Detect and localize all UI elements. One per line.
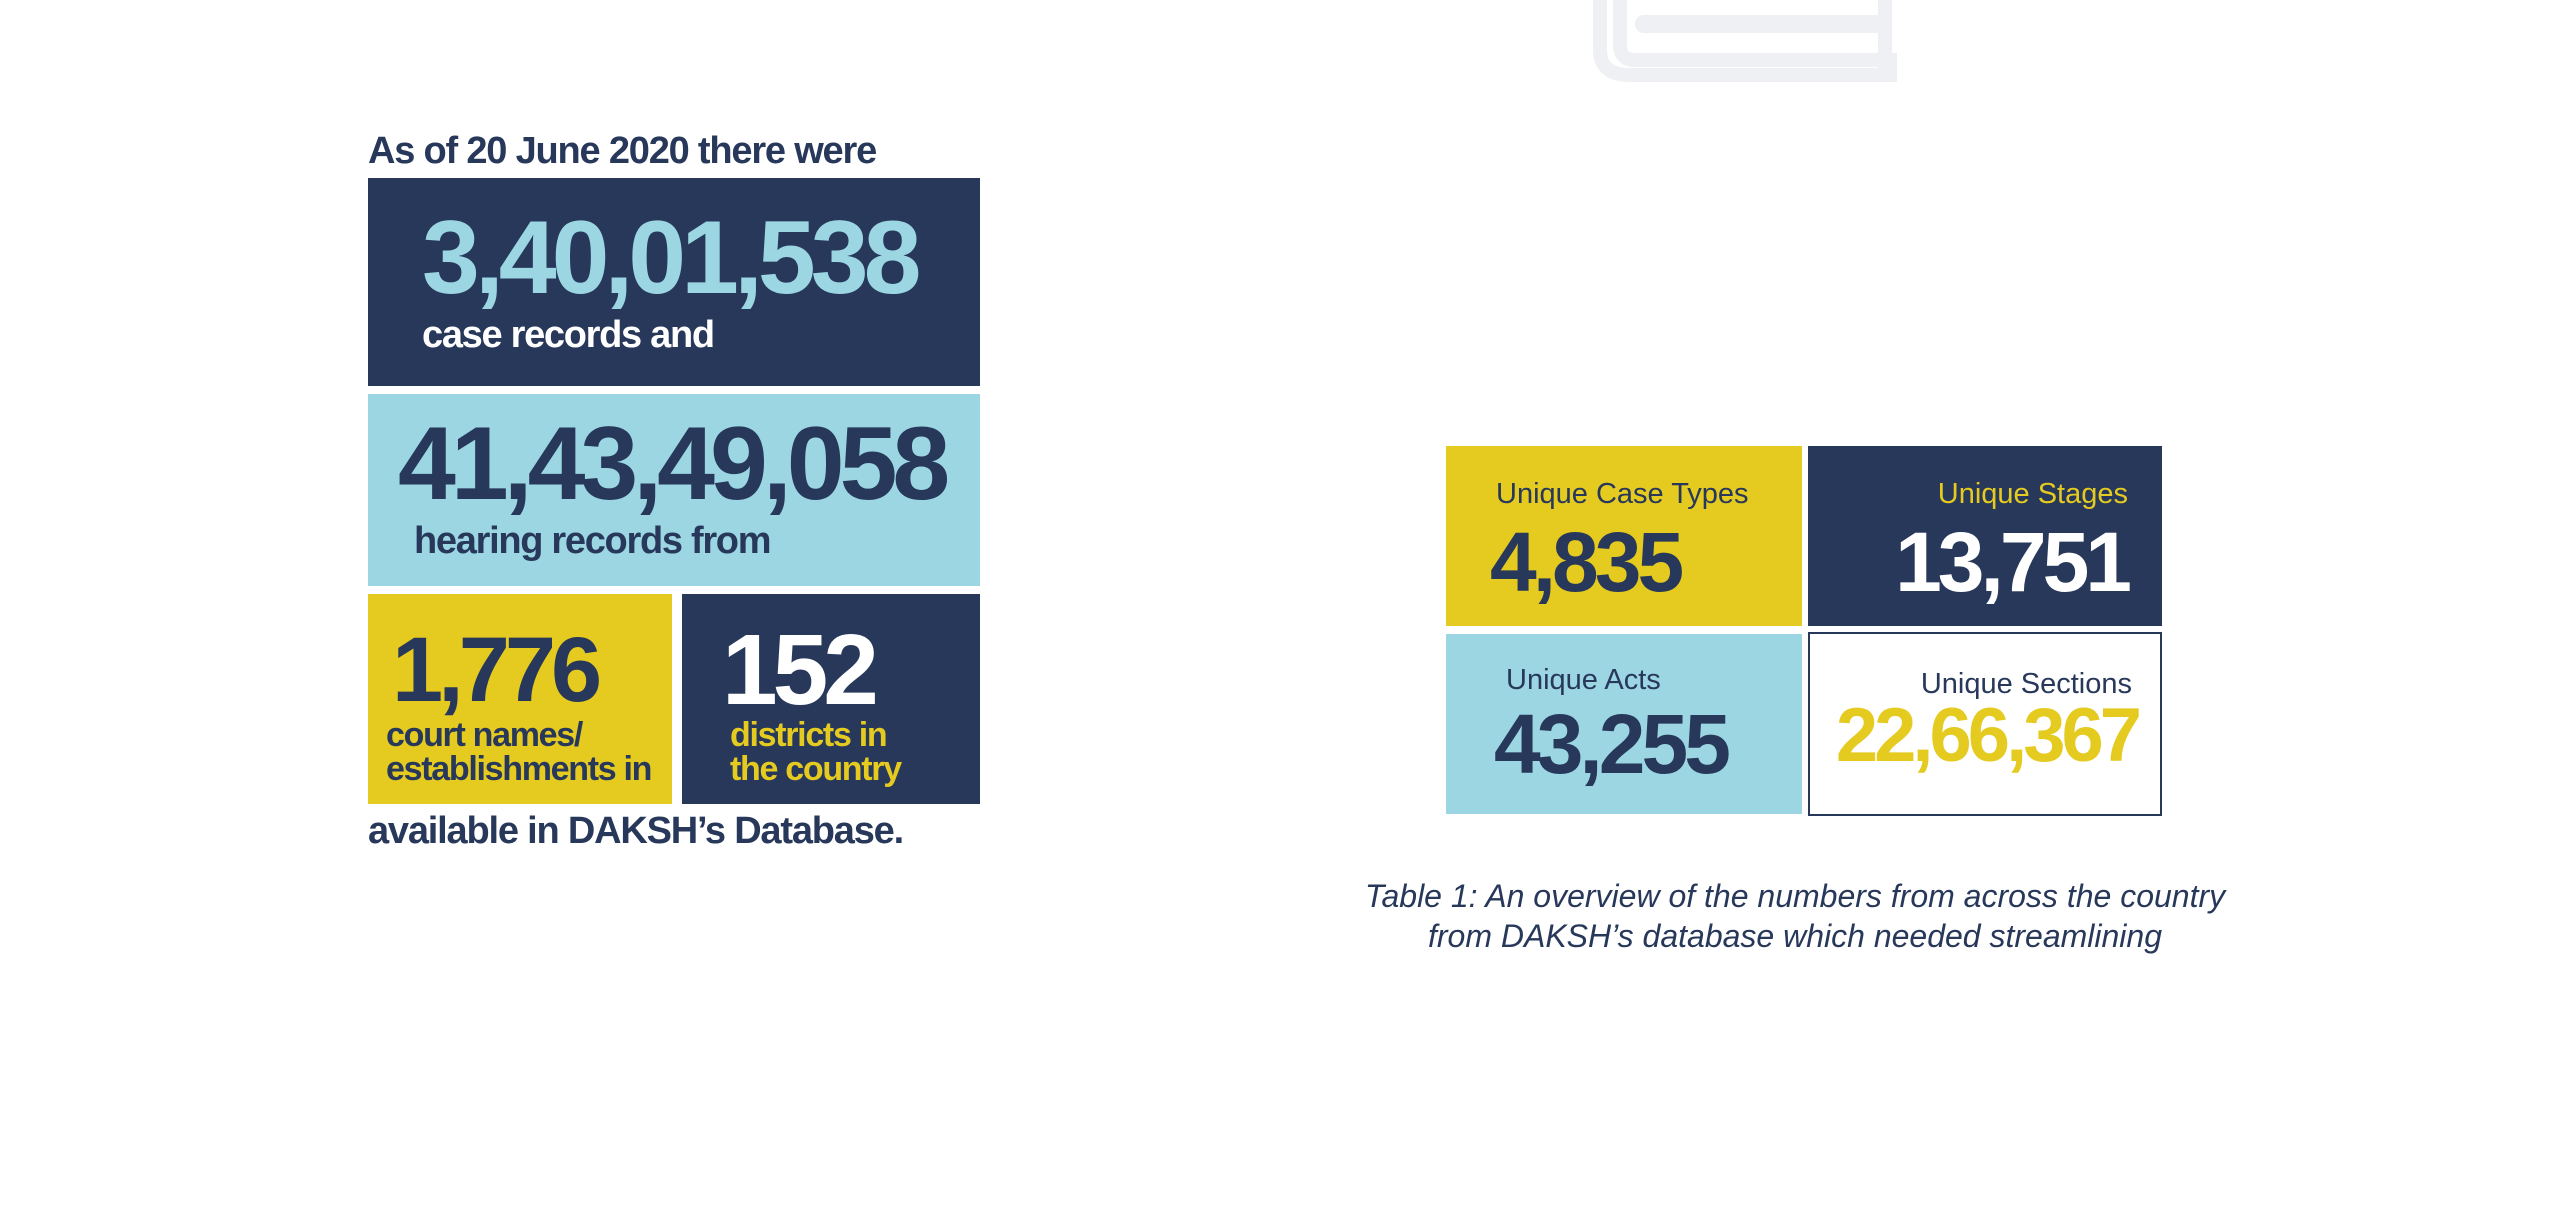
districts-number: 152 [722, 614, 879, 726]
unique-acts-value: 43,255 [1494, 697, 1731, 791]
districts-label-line1: districts in [730, 716, 888, 754]
unique-case-types-cell: Unique Case Types 4,835 [1446, 446, 1802, 626]
courts-label-line2: establishments in [386, 750, 652, 788]
courts-label-line1: court names/ [386, 716, 583, 754]
districts-block: 152 districts in the country [682, 594, 980, 804]
table-caption-line1: Table 1: An overview of the numbers from… [1364, 878, 2226, 914]
unique-stages-cell: Unique Stages 13,751 [1808, 446, 2162, 626]
case-records-number: 3,40,01,538 [422, 200, 921, 316]
unique-sections-value: 22,66,367 [1835, 693, 2142, 778]
courts-block: 1,776 court names/ establishments in [368, 594, 672, 804]
table-caption: Table 1: An overview of the numbers from… [1280, 876, 2310, 956]
hearing-records-block: 41,43,49,058 hearing records from [368, 394, 980, 586]
unique-sections-cell: Unique Sections 22,66,367 [1808, 632, 2162, 816]
courts-number: 1,776 [392, 619, 602, 721]
unique-case-types-value: 4,835 [1490, 515, 1684, 609]
hearing-records-number: 41,43,49,058 [398, 406, 950, 522]
case-records-label: case records and [422, 314, 715, 356]
table-caption-line2: from DAKSH’s database which needed strea… [1427, 918, 2162, 954]
unique-acts-cell: Unique Acts 43,255 [1446, 634, 1802, 814]
districts-label-line2: the country [730, 750, 902, 788]
unique-sections-label: Unique Sections [1920, 668, 2132, 700]
unique-acts-label: Unique Acts [1506, 664, 1661, 696]
hearing-records-label: hearing records from [414, 520, 772, 562]
outro-text: available in DAKSH’s Database. [368, 810, 904, 852]
unique-stages-label: Unique Stages [1937, 478, 2128, 510]
book-icon [1590, 0, 1900, 100]
intro-heading: As of 20 June 2020 there were [368, 130, 877, 172]
case-records-block: 3,40,01,538 case records and [368, 178, 980, 386]
unique-stages-value: 13,751 [1895, 515, 2132, 609]
unique-case-types-label: Unique Case Types [1496, 478, 1749, 510]
